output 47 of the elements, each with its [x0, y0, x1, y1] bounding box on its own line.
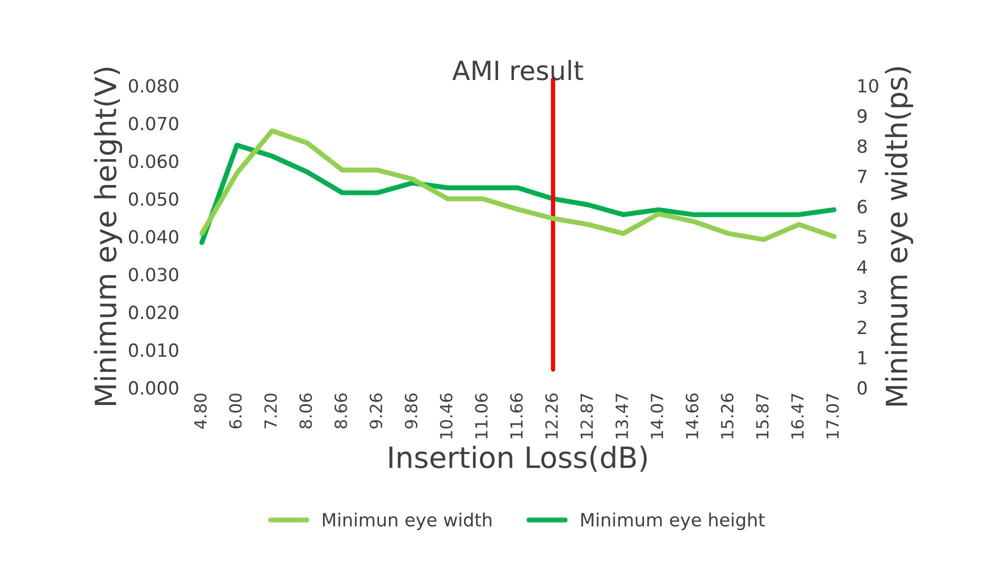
- y2-tick-label: 1: [858, 351, 866, 364]
- x-tick-label: 12.87: [580, 394, 593, 438]
- y-tick-label: 0.060: [128, 154, 178, 168]
- y-tick-label: 0.020: [128, 306, 178, 320]
- x-tick-label: 15.87: [756, 394, 769, 438]
- x-tick-label: 17.07: [826, 394, 839, 438]
- y2-tick-label: 8: [858, 139, 867, 154]
- y2-tick-label: 6: [858, 200, 867, 214]
- y2-tick-label: 7: [858, 170, 866, 183]
- x-tick-label: 10.46: [440, 394, 453, 438]
- x-tick-label: 8.66: [334, 394, 348, 428]
- line-series: [199, 142, 836, 246]
- x-tick-label: 9.86: [404, 394, 418, 429]
- y2-tick-label: 10: [858, 78, 878, 93]
- x-tick-label: 14.66: [686, 394, 698, 438]
- y2-axis-title: Minimum eye width(ps): [884, 67, 914, 406]
- x-tick-label: 11.66: [510, 394, 523, 438]
- x-tick-label: 16.47: [791, 394, 804, 438]
- chart-title: AMI result: [452, 60, 584, 80]
- line-series: [199, 128, 836, 242]
- legend-label: Minimum eye height: [581, 512, 765, 530]
- x-tick-label: 7.20: [264, 394, 277, 428]
- x-tick-label: 8.06: [299, 394, 312, 428]
- x-tick-label: 13.47: [616, 394, 628, 438]
- x-axis-title: Insertion Loss(dB): [389, 446, 647, 472]
- x-tick-label: 11.06: [475, 394, 488, 438]
- x-tick-label: 12.26: [545, 394, 558, 438]
- x-tick-label: 4.80: [194, 394, 207, 429]
- y-tick-label: 0.030: [128, 268, 178, 282]
- y-tick-label: 0.050: [128, 192, 178, 206]
- y2-tick-label: 9: [858, 109, 867, 123]
- y-axis-title: Minimum eye height(V): [94, 68, 122, 405]
- y-tick-label: 0.000: [128, 381, 178, 395]
- x-tick-label: 14.07: [650, 394, 664, 438]
- x-tick-label: 9.26: [370, 394, 382, 429]
- legend-label: Minimun eye width: [322, 512, 492, 530]
- y2-tick-label: 3: [858, 290, 866, 304]
- x-tick-label: 15.26: [720, 394, 734, 438]
- y2-tick-label: 4: [857, 260, 867, 274]
- y-tick-label: 0.010: [128, 343, 178, 357]
- x-tick-label: 6.00: [229, 394, 242, 428]
- y-tick-label: 0.040: [128, 230, 178, 244]
- y-tick-label: 0.080: [128, 78, 178, 93]
- y2-tick-label: 0: [858, 381, 867, 395]
- y-tick-label: 0.070: [128, 116, 178, 130]
- y2-tick-label: 5: [858, 230, 866, 244]
- y2-tick-label: 2: [858, 320, 866, 334]
